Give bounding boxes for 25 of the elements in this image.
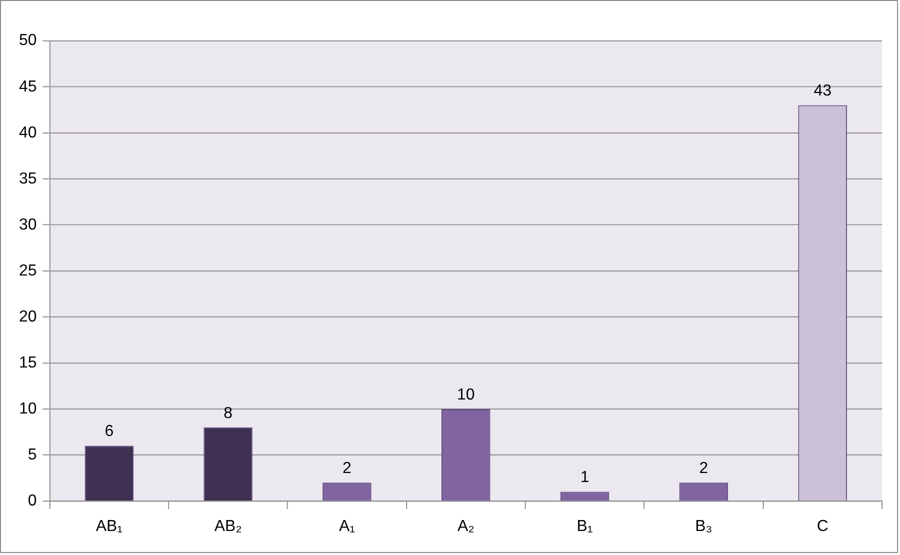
y-tick-label: 45 (18, 78, 37, 96)
y-tick-label: 35 (18, 170, 37, 188)
data-label: 8 (224, 404, 233, 422)
y-tick-label: 20 (18, 308, 37, 326)
data-label: 6 (104, 423, 114, 440)
data-label: 43 (814, 82, 832, 100)
x-tick-label: AB₁ (96, 518, 122, 535)
y-tick-label: 10 (18, 400, 37, 418)
y-tick-label: 30 (18, 216, 37, 234)
x-tick-label: AB₂ (214, 518, 242, 535)
data-label: 10 (456, 386, 475, 404)
x-tick-label: A₁ (338, 518, 355, 535)
y-tick-label: 40 (18, 124, 37, 142)
y-tick-label: 25 (18, 262, 37, 280)
y-tick-label: 5 (28, 446, 37, 464)
y-tick-label: 50 (18, 32, 37, 50)
data-label: 2 (699, 460, 708, 478)
x-tick-label: B₃ (695, 518, 712, 535)
x-tick-label: A₂ (457, 518, 474, 535)
y-tick-label: 0 (28, 492, 37, 510)
x-tick-label: B₁ (576, 518, 593, 535)
data-label: 1 (580, 469, 590, 486)
x-tick-label: C (816, 518, 828, 535)
data-label: 2 (342, 460, 352, 478)
y-tick-label: 15 (18, 354, 37, 372)
